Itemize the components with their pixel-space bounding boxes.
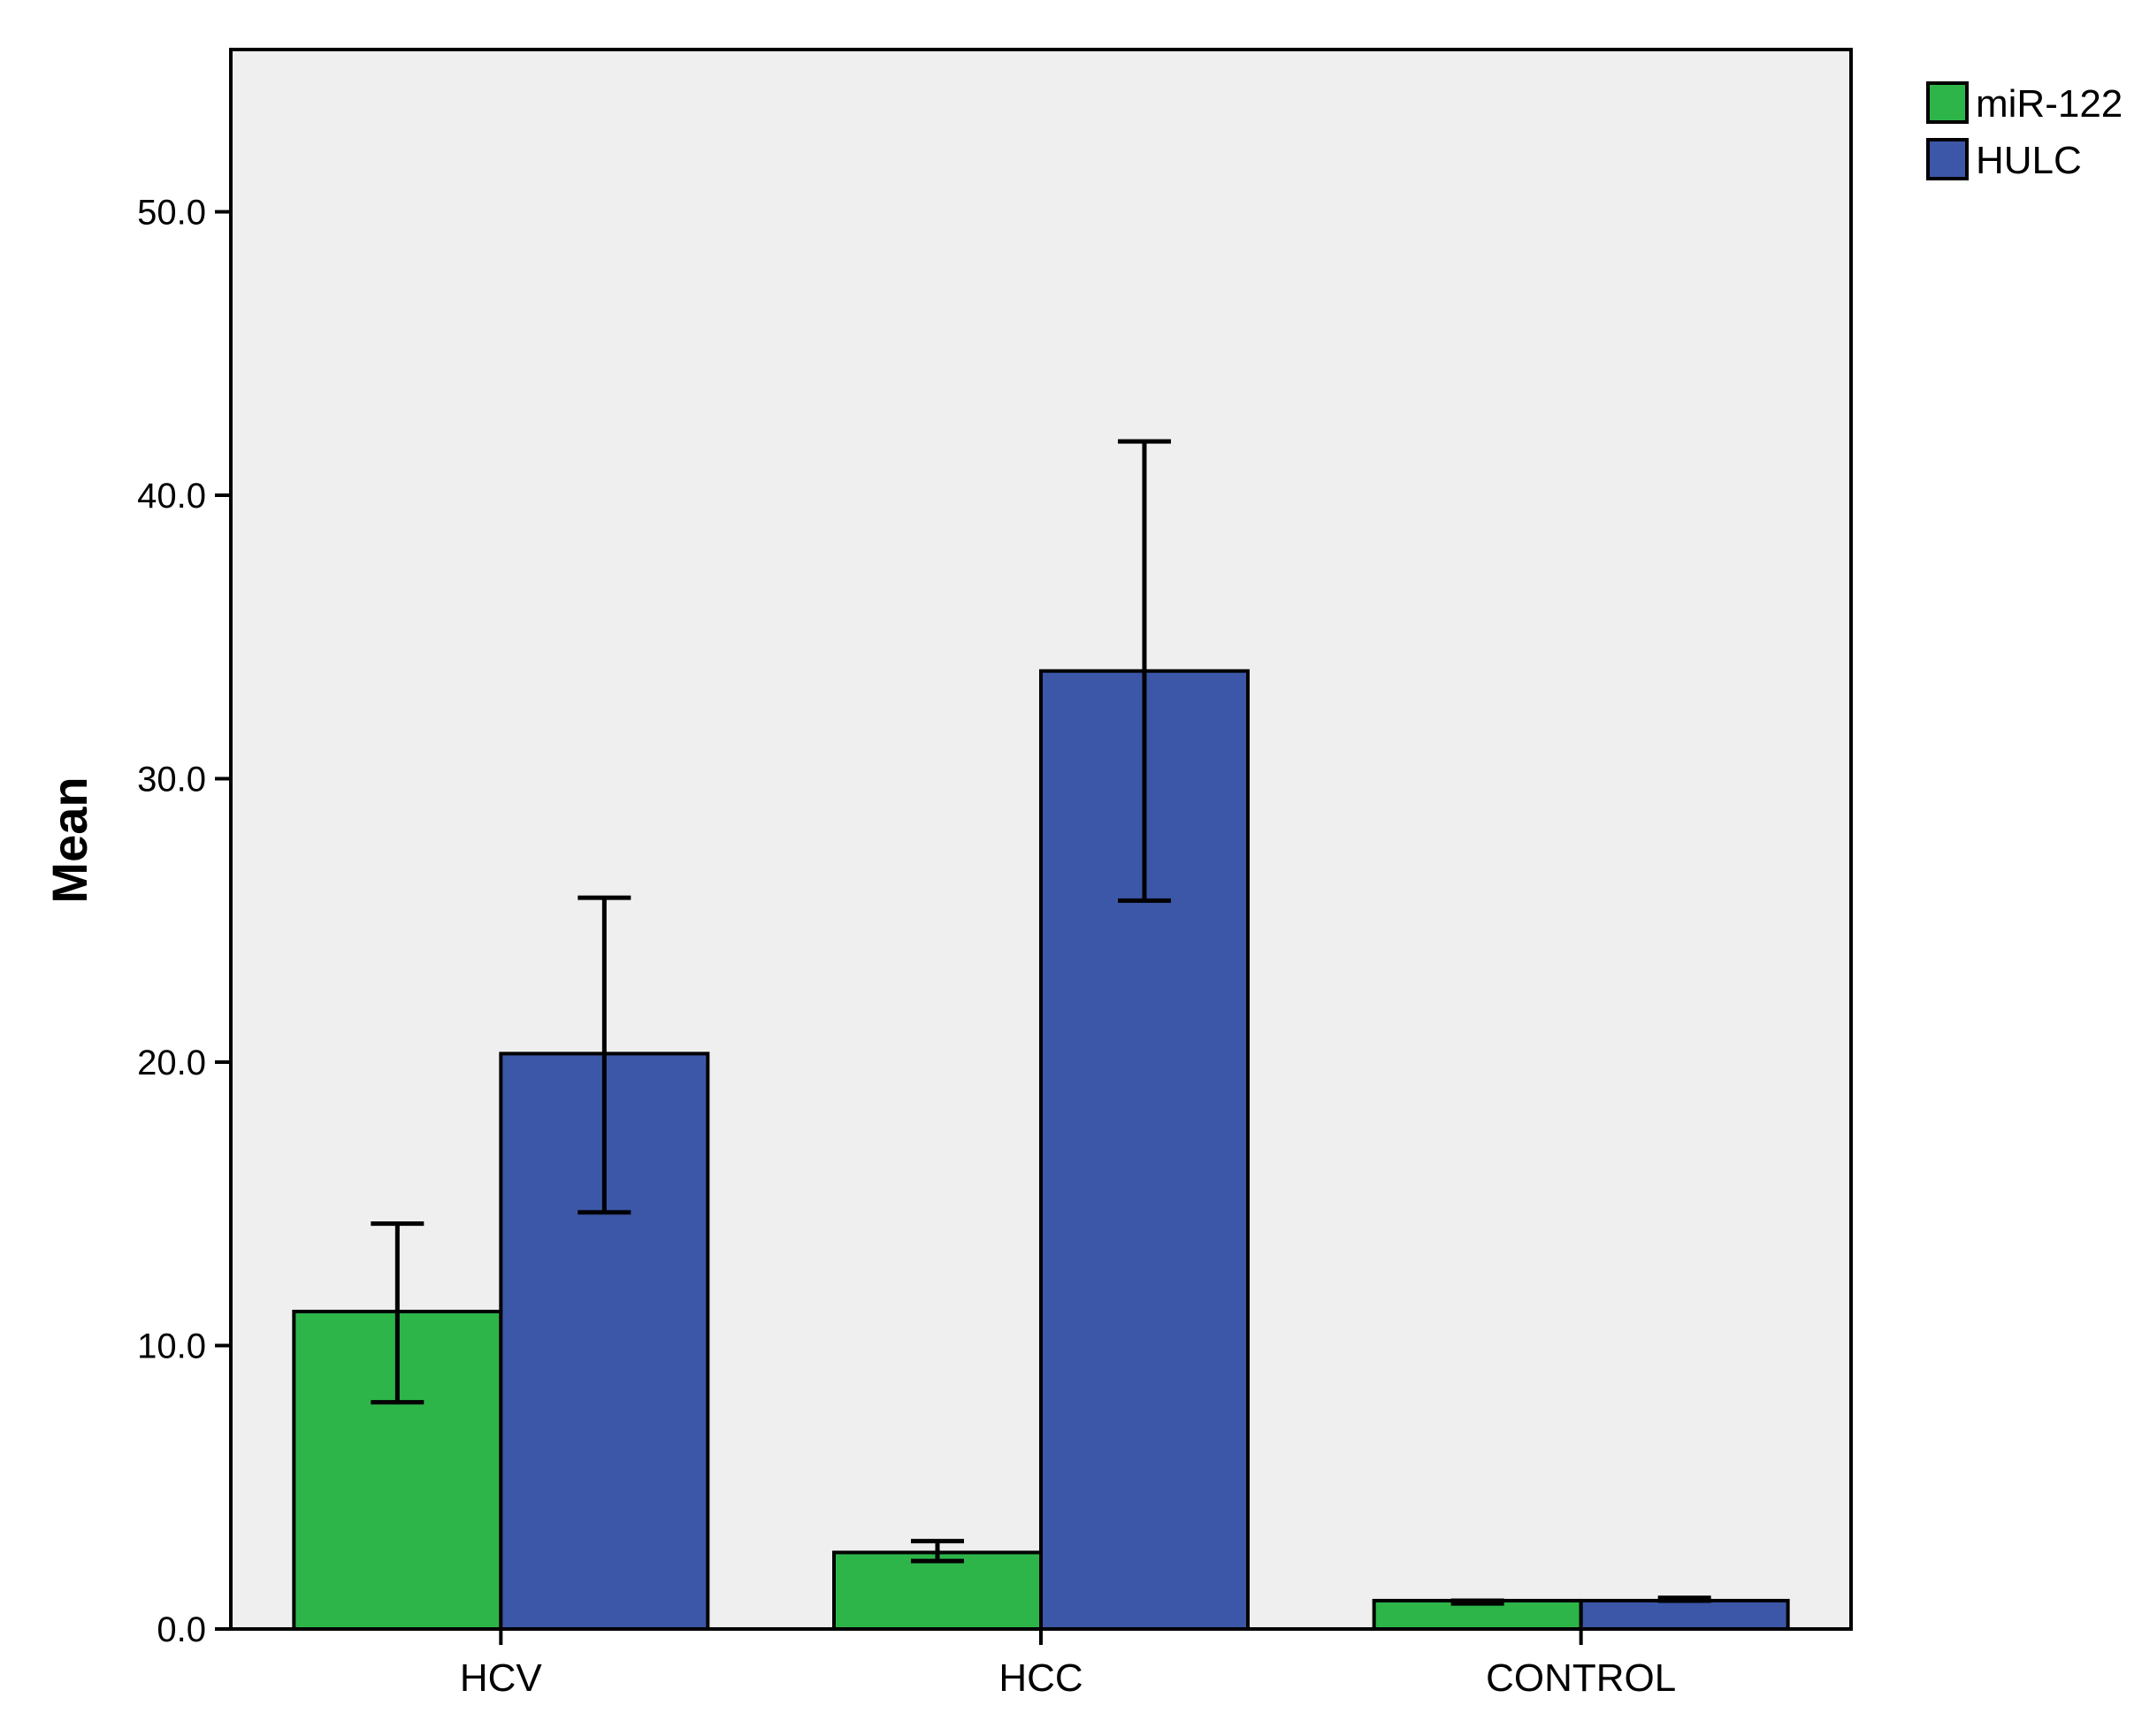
error-bar-hulc-control: [1657, 1595, 1711, 1603]
legend: miR-122 HULC: [1926, 81, 2123, 182]
error-bar-hulc-hcc: [1118, 439, 1171, 903]
y-tick-label: 20.0: [137, 1044, 206, 1082]
legend-label-hulc: HULC: [1976, 139, 2082, 182]
x-tick-label-control: CONTROL: [1486, 1656, 1676, 1700]
error-bar-mir-122-control: [1450, 1598, 1504, 1606]
error-bar-mir-122-hcc: [911, 1539, 964, 1564]
bar-hulc-control: [1579, 1598, 1790, 1631]
error-bar-hulc-hcv: [578, 895, 631, 1215]
y-tick-label: 0.0: [157, 1610, 206, 1649]
legend-swatch-hulc: [1926, 138, 1969, 180]
x-ticks: HCV HCC CONTROL: [460, 1629, 1676, 1700]
y-tick-label: 40.0: [137, 477, 206, 516]
y-tick-label: 50.0: [137, 194, 206, 233]
bar-mir-122-hcc: [832, 1550, 1043, 1631]
y-tick-label: 10.0: [137, 1327, 206, 1366]
error-bar-mir-122-hcv: [371, 1221, 425, 1405]
y-tick-label: 30.0: [137, 761, 206, 799]
error-bars-layer: [371, 439, 1711, 1606]
x-tick-label-hcv: HCV: [460, 1656, 543, 1700]
x-tick-label-hcc: HCC: [998, 1656, 1082, 1700]
y-ticks: 0.0 10.0 20.0 30.0 40.0 50.0: [137, 194, 231, 1649]
y-axis-label: Mean: [42, 776, 97, 903]
legend-swatch-mir-122: [1926, 81, 1969, 124]
legend-label-mir-122: miR-122: [1976, 82, 2123, 126]
